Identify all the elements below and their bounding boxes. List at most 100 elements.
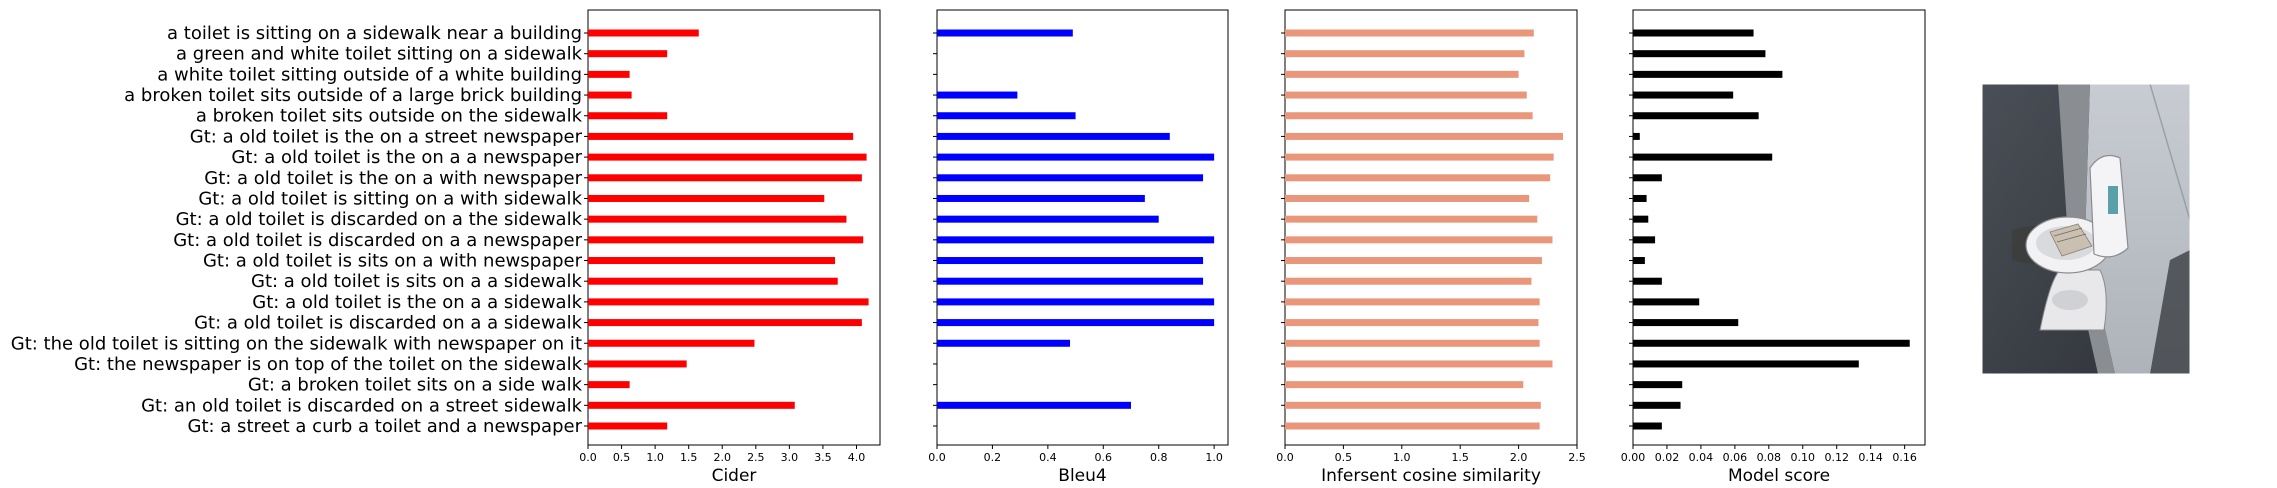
bar xyxy=(1285,112,1533,120)
bar xyxy=(1633,422,1662,430)
photo-toilet-on-sidewalk xyxy=(1981,83,2191,375)
bar xyxy=(1633,319,1739,327)
x-tick-label: 2.5 xyxy=(1568,451,1586,464)
bar xyxy=(588,215,847,223)
bar xyxy=(588,153,867,161)
bar xyxy=(588,29,699,37)
category-label: a green and white toilet sitting on a si… xyxy=(176,44,583,65)
category-label: Gt: a old toilet is the on a street news… xyxy=(190,126,583,147)
category-label: a white toilet sitting outside of a whit… xyxy=(157,64,582,85)
x-tick-label: 1.0 xyxy=(1393,451,1411,464)
bar xyxy=(937,194,1145,202)
bar xyxy=(1285,298,1540,306)
bar xyxy=(1285,319,1539,327)
category-label: a broken toilet sits outside on the side… xyxy=(196,106,583,127)
bar xyxy=(1285,91,1527,99)
bar xyxy=(1285,215,1538,223)
bar xyxy=(1285,50,1525,58)
axes-frame xyxy=(587,9,881,446)
x-axis-label: Model score xyxy=(1728,466,1830,486)
bar xyxy=(588,277,838,285)
axes-frame xyxy=(936,9,1229,446)
bar xyxy=(937,236,1215,244)
category-label: Gt: a old toilet is sitting on a with si… xyxy=(198,188,582,209)
bar xyxy=(588,132,854,140)
panel-2: 0.0 0.2 0.4 0.6 0.8 1.0 Bleu4 xyxy=(928,9,1229,486)
category-label: Gt: a street a curb a toilet and a newsp… xyxy=(188,416,583,437)
x-tick-label: 1.5 xyxy=(1451,451,1469,464)
axes-frame xyxy=(1284,9,1578,446)
x-tick-label: 0.04 xyxy=(1689,451,1714,464)
bar xyxy=(1285,29,1534,37)
x-tick-label: 0.8 xyxy=(1150,451,1168,464)
bar xyxy=(1285,381,1524,389)
x-tick-label: 2.0 xyxy=(714,451,732,464)
bar xyxy=(937,319,1215,327)
bar xyxy=(1633,70,1783,78)
x-tick-label: 1.0 xyxy=(646,451,664,464)
x-tick-label: 3.5 xyxy=(814,451,832,464)
bar xyxy=(588,401,795,409)
bar xyxy=(1633,277,1662,285)
x-tick-label: 2.5 xyxy=(747,451,765,464)
x-tick-label: 0.4 xyxy=(1039,451,1057,464)
x-tick-label: 0.12 xyxy=(1824,451,1849,464)
bar xyxy=(1285,339,1540,347)
bar xyxy=(1285,132,1563,140)
x-tick-label: 0.02 xyxy=(1655,451,1680,464)
category-label: Gt: the newspaper is on top of the toile… xyxy=(74,354,582,375)
category-labels: a toilet is sitting on a sidewalk near a… xyxy=(11,23,583,437)
bar xyxy=(588,194,825,202)
bar xyxy=(1285,194,1530,202)
x-tick-label: 0.0 xyxy=(1276,451,1294,464)
x-tick-label: 0.5 xyxy=(613,451,631,464)
bar xyxy=(937,298,1215,306)
bar xyxy=(1633,401,1681,409)
bar xyxy=(588,112,668,120)
bar xyxy=(1633,153,1773,161)
x-tick-label: 1.5 xyxy=(680,451,698,464)
category-label: Gt: a old toilet is discarded on a a new… xyxy=(173,230,582,251)
bar xyxy=(1633,339,1910,347)
bar xyxy=(588,70,630,78)
bar xyxy=(937,257,1204,265)
x-tick-label: 2.0 xyxy=(1510,451,1528,464)
bar xyxy=(1633,236,1656,244)
bar xyxy=(1633,50,1766,58)
category-label: Gt: a old toilet is sits on a a sidewalk xyxy=(251,271,583,292)
bar xyxy=(1285,401,1541,409)
bar xyxy=(588,257,836,265)
bar xyxy=(937,339,1071,347)
bar xyxy=(1285,277,1532,285)
bar xyxy=(588,298,869,306)
bar xyxy=(937,112,1076,120)
x-tick-label: 0.00 xyxy=(1621,451,1646,464)
bar xyxy=(588,236,864,244)
x-tick-label: 0.14 xyxy=(1858,451,1883,464)
panel-1: 0.0 0.5 1.0 1.5 2.0 2.5 3.0 3.5 4.0 Cider xyxy=(579,9,881,486)
bar xyxy=(1633,91,1734,99)
category-label: Gt: an old toilet is discarded on a stre… xyxy=(141,395,582,416)
panel-4: 0.00 0.02 0.04 0.06 0.08 0.10 0.12 0.14 0.16 Mode… xyxy=(1621,9,1926,486)
bar xyxy=(1633,215,1649,223)
bar xyxy=(1285,257,1542,265)
bar xyxy=(937,215,1159,223)
bar xyxy=(1633,174,1662,182)
category-label: a toilet is sitting on a sidewalk near a… xyxy=(167,23,582,44)
bar xyxy=(588,422,668,430)
x-tick-label: 0.06 xyxy=(1723,451,1748,464)
bar xyxy=(1633,360,1859,368)
bar xyxy=(1285,236,1553,244)
bar xyxy=(1285,422,1540,430)
x-tick-label: 0.5 xyxy=(1335,451,1353,464)
bar xyxy=(1285,360,1553,368)
axes-frame xyxy=(1632,9,1926,446)
bar xyxy=(588,319,862,327)
bar xyxy=(937,401,1131,409)
category-label: Gt: a old toilet is the on a with newspa… xyxy=(204,168,582,189)
bar xyxy=(588,91,632,99)
category-label: a broken toilet sits outside of a large … xyxy=(124,85,582,106)
x-tick-label: 3.0 xyxy=(781,451,799,464)
bar xyxy=(1633,132,1640,140)
